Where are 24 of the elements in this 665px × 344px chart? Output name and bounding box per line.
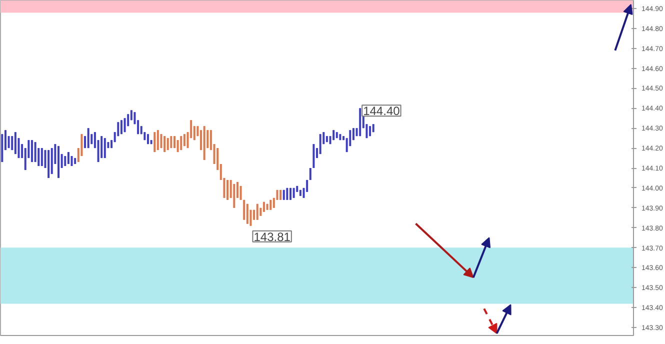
candlestick	[256, 203, 258, 220]
candlestick	[120, 120, 122, 135]
annotation: 144.40	[363, 104, 400, 118]
candlestick	[319, 134, 322, 155]
candlestick	[164, 136, 166, 153]
candlestick	[40, 148, 43, 167]
annotation: 143.81	[254, 230, 291, 244]
candlestick	[100, 136, 103, 159]
candlestick	[160, 134, 162, 149]
candlestick	[156, 130, 159, 151]
candlestick	[11, 136, 14, 151]
candlestick	[309, 168, 312, 180]
candlestick	[233, 183, 236, 208]
candlestick	[312, 144, 315, 168]
candlestick	[243, 199, 246, 220]
candlestick	[124, 118, 126, 133]
candlestick	[14, 132, 16, 155]
candlestick	[154, 132, 156, 153]
candlestick	[87, 128, 90, 149]
candlestick	[240, 185, 242, 200]
candlestick	[246, 203, 248, 224]
candlestick	[104, 138, 106, 159]
candlestick	[180, 136, 182, 151]
candlestick	[34, 142, 36, 163]
